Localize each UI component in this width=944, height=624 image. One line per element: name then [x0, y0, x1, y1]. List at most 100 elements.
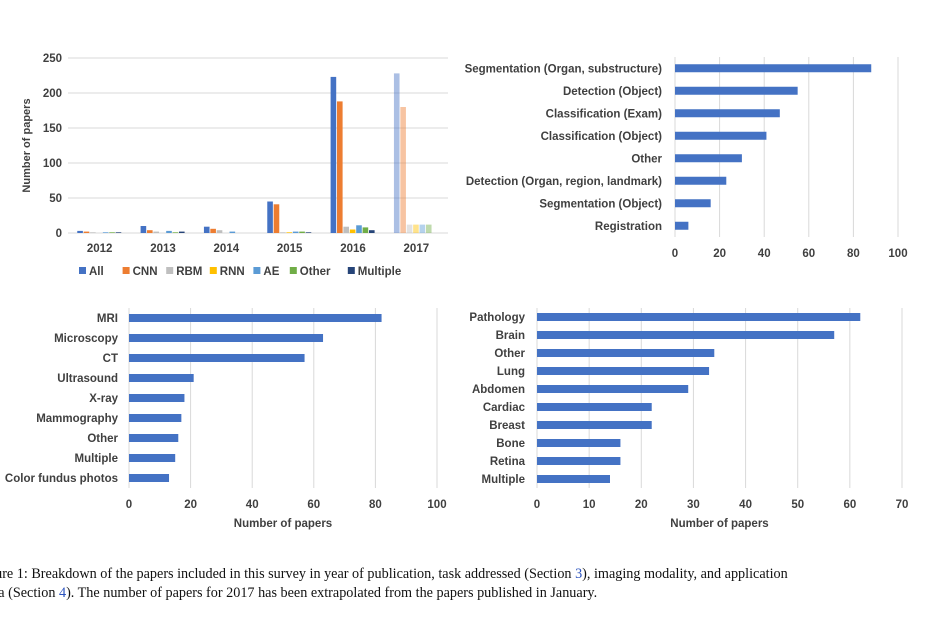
x-tick-label: 2015	[277, 243, 303, 255]
bar	[400, 107, 406, 233]
bar	[362, 227, 369, 233]
x-tick-label: 30	[687, 499, 700, 511]
x-tick-label: 60	[802, 248, 815, 260]
x-tick-label: 20	[635, 499, 648, 511]
x-axis-label: Number of papers	[670, 518, 768, 530]
x-tick-label: 2014	[214, 243, 240, 255]
caption-text: ), imaging modality, and application	[582, 566, 788, 582]
bar	[537, 403, 652, 411]
category-label: Brain	[496, 330, 525, 342]
y-axis-label: Number of papers	[21, 98, 33, 192]
bar	[273, 204, 280, 233]
x-tick-label: 70	[896, 499, 909, 511]
category-label: X-ray	[89, 393, 118, 405]
category-label: Color fundus photos	[5, 473, 118, 485]
bar	[537, 349, 715, 357]
bar	[129, 314, 382, 322]
category-label: Microscopy	[54, 333, 119, 345]
y-tick-label: 0	[56, 228, 62, 240]
bar	[299, 231, 305, 233]
bar	[330, 76, 337, 234]
bar	[83, 231, 90, 233]
bar	[537, 439, 621, 447]
caption-text: gure 1: Breakdown of the papers included…	[0, 566, 576, 582]
bar	[292, 231, 299, 233]
x-axis-label: Number of papers	[234, 518, 332, 530]
category-label: Multiple	[482, 474, 525, 486]
x-tick-label: 20	[184, 499, 197, 511]
x-tick-label: 2017	[404, 243, 430, 255]
legend-entry: AE	[263, 266, 279, 278]
bar	[419, 224, 426, 233]
bar	[675, 86, 798, 95]
bar	[675, 199, 711, 208]
bar	[280, 232, 286, 233]
x-tick-label: 40	[739, 499, 752, 511]
x-tick-label: 0	[672, 248, 678, 260]
bar	[305, 232, 312, 233]
section-ref-link[interactable]: 4	[58, 585, 67, 601]
bar	[425, 224, 432, 233]
y-tick-label: 150	[43, 123, 62, 135]
y-tick-label: 200	[43, 88, 62, 100]
x-tick-label: 100	[888, 248, 907, 260]
bar	[267, 201, 273, 233]
category-label: Multiple	[75, 453, 118, 465]
x-tick-label: 40	[246, 499, 259, 511]
category-label: Detection (Organ, region, landmark)	[466, 176, 662, 188]
task-chart	[674, 57, 899, 237]
bar	[216, 230, 223, 233]
category-label: Classification (Exam)	[546, 108, 662, 120]
x-tick-label: 2012	[87, 243, 113, 255]
bar	[343, 226, 349, 233]
category-label: Other	[87, 433, 118, 445]
legend-swatch	[289, 267, 297, 274]
bar	[129, 334, 324, 342]
category-label: Other	[494, 348, 525, 360]
bar	[349, 229, 356, 233]
bar	[229, 231, 236, 233]
x-tick-label: 2013	[150, 243, 176, 255]
bar	[109, 232, 115, 233]
category-label: Breast	[489, 420, 525, 432]
legend-swatch	[209, 267, 217, 274]
bar	[393, 73, 400, 234]
bar	[179, 231, 185, 233]
bar	[675, 221, 689, 230]
category-label: Classification (Object)	[541, 131, 663, 143]
bar	[129, 414, 182, 422]
category-label: Segmentation (Organ, substructure)	[465, 63, 663, 75]
bar	[537, 331, 835, 339]
x-tick-label: 50	[791, 499, 804, 511]
x-tick-label: 10	[583, 499, 596, 511]
bar	[140, 226, 147, 233]
legend-swatch	[253, 267, 261, 274]
category-label: Mammography	[36, 413, 118, 425]
legend-entry: All	[89, 266, 104, 278]
category-label: Ultrasound	[57, 373, 118, 385]
bar	[675, 64, 872, 73]
category-label: Segmentation (Object)	[539, 198, 662, 210]
bar	[203, 226, 210, 233]
bar	[675, 154, 742, 163]
bar	[129, 474, 170, 482]
bar	[537, 475, 610, 483]
category-label: Lung	[497, 366, 525, 378]
modality-chart	[128, 308, 438, 488]
legend-entry: RNN	[220, 266, 245, 278]
category-label: Pathology	[469, 312, 525, 324]
legend-swatch	[122, 267, 130, 274]
section-ref-link[interactable]: 3	[575, 566, 583, 582]
x-tick-label: 80	[369, 499, 382, 511]
bar	[413, 224, 419, 233]
application-chart	[536, 308, 903, 488]
bar	[675, 131, 767, 140]
bar	[406, 224, 413, 233]
x-tick-label: 0	[534, 499, 540, 511]
bar	[172, 232, 179, 233]
bar	[115, 232, 122, 233]
x-tick-label: 40	[758, 248, 771, 260]
x-tick-label: 100	[427, 499, 446, 511]
legend-entry: CNN	[133, 266, 158, 278]
bar	[153, 231, 159, 233]
